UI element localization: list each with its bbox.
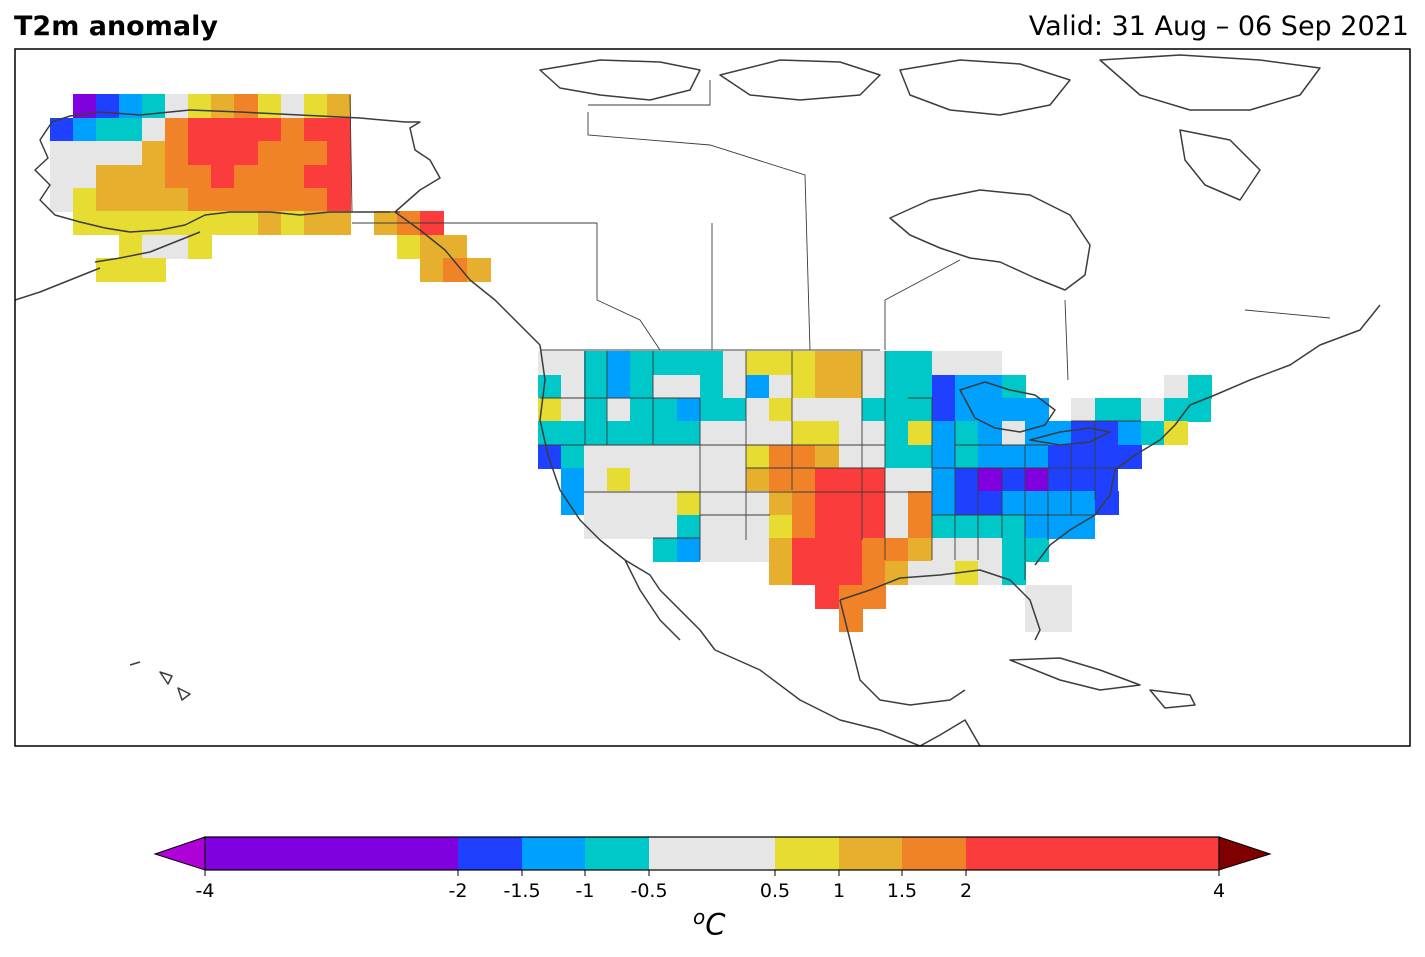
alaska-grid-cells [50,94,351,282]
colorbar-bin [458,837,522,870]
colorbar-bin [966,837,1219,870]
map-frame [14,48,1411,747]
colorbar [153,836,1272,876]
colorbar-tick-label: 1 [832,880,846,902]
colorbar-extend-high [1218,836,1272,871]
conus-grid-cells [538,351,1212,632]
colorbar-tick-label: 4 [1212,880,1226,902]
colorbar-tick-label: 2 [959,880,973,902]
colorbar-bin [775,837,839,870]
colorbar-tick-label: -1.5 [503,880,541,902]
plot-title: T2m anomaly [14,11,218,42]
colorbar-bin [902,837,966,870]
colorbar-ticks [204,870,1220,876]
political-borders [349,80,1331,580]
colorbar-tick-label: -1 [575,880,595,902]
colorbar-extend-low [153,836,206,871]
colorbar-bin [649,837,775,870]
colorbar-tick-label: -4 [195,880,215,902]
colorbar-bin [205,837,458,870]
colorbar-tick-label: -2 [448,880,468,902]
colorbar-unit-label: oC [693,905,726,942]
colorbar-bins [205,837,1219,870]
colorbar-tick-label: 0.5 [759,880,791,902]
coastlines [15,54,1381,746]
colorbar-bin [839,837,902,870]
colorbar-tick-label: -0.5 [630,880,668,902]
colorbar-outline [204,836,1220,871]
colorbar-bin [585,837,649,870]
anomaly-grid [50,94,1212,632]
valid-date-range: Valid: 31 Aug – 06 Sep 2021 [1028,11,1409,42]
colorbar-bin [522,837,585,870]
colorbar-tick-label: 1.5 [886,880,918,902]
